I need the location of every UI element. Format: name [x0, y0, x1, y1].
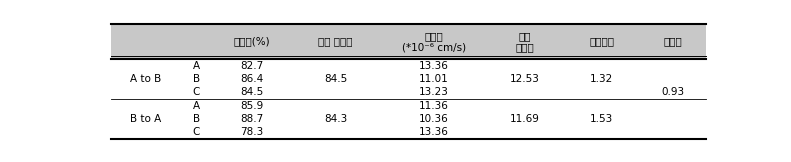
Text: 84.5: 84.5 [324, 74, 347, 84]
Text: 86.4: 86.4 [240, 74, 263, 84]
Text: A: A [193, 61, 200, 71]
Text: 10.36: 10.36 [418, 114, 448, 124]
Text: 투과도
(*10⁻⁶ cm/s): 투과도 (*10⁻⁶ cm/s) [402, 31, 466, 52]
Text: 표준편차: 표준편차 [589, 37, 614, 47]
Text: 평균 회수율: 평균 회수율 [319, 37, 353, 47]
Text: 12.53: 12.53 [509, 74, 539, 84]
Text: A: A [193, 101, 200, 111]
Text: 11.36: 11.36 [418, 101, 448, 111]
Text: 1.53: 1.53 [590, 114, 613, 124]
Text: 1.32: 1.32 [590, 74, 613, 84]
Text: B: B [193, 74, 200, 84]
Bar [111, 24, 706, 59]
Text: 85.9: 85.9 [240, 101, 263, 111]
Text: 11.69: 11.69 [509, 114, 539, 124]
Text: 11.01: 11.01 [418, 74, 448, 84]
Text: 84.3: 84.3 [324, 114, 347, 124]
Text: 88.7: 88.7 [240, 114, 263, 124]
Text: 유출율: 유출율 [664, 37, 683, 47]
Text: A to B: A to B [130, 74, 161, 84]
Text: 13.36: 13.36 [418, 127, 448, 138]
Text: 0.93: 0.93 [661, 87, 684, 97]
Text: B to A: B to A [130, 114, 161, 124]
Text: C: C [193, 127, 200, 138]
Text: 13.23: 13.23 [418, 87, 448, 97]
Text: 84.5: 84.5 [240, 87, 263, 97]
Text: 82.7: 82.7 [240, 61, 263, 71]
Text: 13.36: 13.36 [418, 61, 448, 71]
Text: C: C [193, 87, 200, 97]
Text: 평균
투과도: 평균 투과도 [515, 31, 534, 52]
Text: 78.3: 78.3 [240, 127, 263, 138]
Text: 회수율(%): 회수율(%) [233, 37, 270, 47]
Text: B: B [193, 114, 200, 124]
